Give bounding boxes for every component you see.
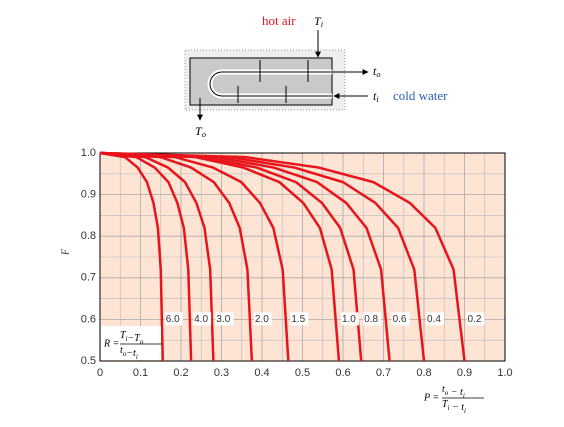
y-tick-label: 0.9 (81, 189, 96, 201)
series-label-bg (466, 312, 485, 326)
hot-out-label: To (195, 124, 206, 139)
x-tick-label: 0.3 (214, 367, 229, 379)
symbol: T (195, 124, 203, 138)
series-label-bg (340, 312, 359, 326)
series-label: 6.0 (166, 314, 180, 325)
series-label-bg (290, 312, 309, 326)
series-line (99, 151, 254, 362)
subscript: i (376, 95, 379, 104)
x-tick-label: 0.4 (254, 367, 269, 379)
subscript: o (202, 130, 206, 139)
plot-frame (99, 152, 506, 362)
r-label-den: to−ti (120, 345, 138, 360)
symbol: t (373, 89, 377, 103)
series-label-bg (391, 312, 410, 326)
r-label-bg (101, 326, 161, 360)
operator: − (448, 387, 460, 398)
series-label-bg (164, 312, 183, 326)
series-label: 0.6 (393, 314, 407, 325)
cold-in-label: ti (373, 89, 379, 104)
series-label: 2.0 (255, 314, 269, 325)
r-label-symbol: R = (103, 338, 119, 349)
series-line (99, 151, 363, 362)
series-label: 0.8 (364, 314, 378, 325)
operator: − (128, 333, 135, 344)
series-line (99, 151, 290, 362)
symbol: T (134, 333, 141, 344)
x-tick-label: 0.5 (295, 367, 310, 379)
y-tick-label: 0.7 (81, 272, 96, 284)
p-label-num: to − ti (442, 384, 465, 399)
symbol: t (442, 384, 445, 395)
y-tick-label: 1.0 (81, 147, 96, 159)
y-tick-label: 0.6 (81, 313, 96, 325)
operator: − (126, 348, 133, 359)
series-label-bg (193, 312, 212, 326)
subscript: i (448, 404, 450, 412)
series-line (99, 151, 426, 362)
symbol: t (461, 402, 464, 413)
series-line (99, 151, 341, 362)
cold-out-label: to (373, 64, 381, 79)
series-label-bg (363, 312, 382, 326)
subscript: o (445, 389, 449, 397)
x-tick-label: 0.7 (376, 367, 391, 379)
subscript: i (463, 392, 465, 400)
symbol: t (460, 387, 463, 398)
x-tick-label: 0 (97, 367, 103, 379)
x-tick-label: 0.8 (416, 367, 431, 379)
x-tick-label: 0.1 (133, 367, 148, 379)
series-label: 4.0 (194, 314, 208, 325)
r-label-num: Ti−To (120, 330, 144, 345)
p-label-symbol: P = (423, 392, 439, 403)
y-tick-label: 0.8 (81, 230, 96, 242)
series-line (99, 151, 466, 362)
symbol: t (373, 64, 377, 78)
subscript: i (136, 353, 138, 361)
x-tick-label: 1.0 (497, 367, 512, 379)
series-label: 0.2 (468, 314, 482, 325)
symbol: t (133, 348, 136, 359)
subscript: i (321, 20, 324, 29)
x-tick-label: 0.6 (335, 367, 350, 379)
symbol: T (442, 399, 449, 410)
x-tick-label: 0.2 (173, 367, 188, 379)
subscript: o (123, 350, 127, 358)
series-label-bg (426, 312, 444, 326)
y-axis-label: F (60, 248, 71, 256)
series-label-bg (215, 312, 234, 326)
series-label-bg (253, 312, 272, 326)
series-line (99, 151, 193, 362)
series-label: 0.4 (427, 314, 441, 325)
subscript: i (464, 407, 466, 415)
operator: − (450, 402, 462, 413)
series-line (99, 151, 215, 362)
cold-water-label: cold water (393, 88, 448, 103)
symbol: T (120, 330, 127, 341)
hot-in-label: Ti (314, 14, 324, 29)
symbol: T (314, 14, 322, 28)
series-label: 1.0 (342, 314, 356, 325)
p-label-den: Ti − ti (442, 399, 466, 414)
subscript: o (140, 338, 144, 346)
series-label: 3.0 (216, 314, 230, 325)
symbol: t (120, 345, 123, 356)
subscript: o (376, 70, 380, 79)
series-label: 1.5 (291, 314, 305, 325)
series-line (99, 151, 165, 362)
x-tick-label: 0.9 (457, 367, 472, 379)
y-tick-label: 0.5 (81, 355, 96, 367)
subscript: i (126, 335, 128, 343)
series-line (99, 151, 391, 362)
hot-air-label: hot air (262, 13, 296, 28)
exchanger-diagram (184, 30, 369, 121)
